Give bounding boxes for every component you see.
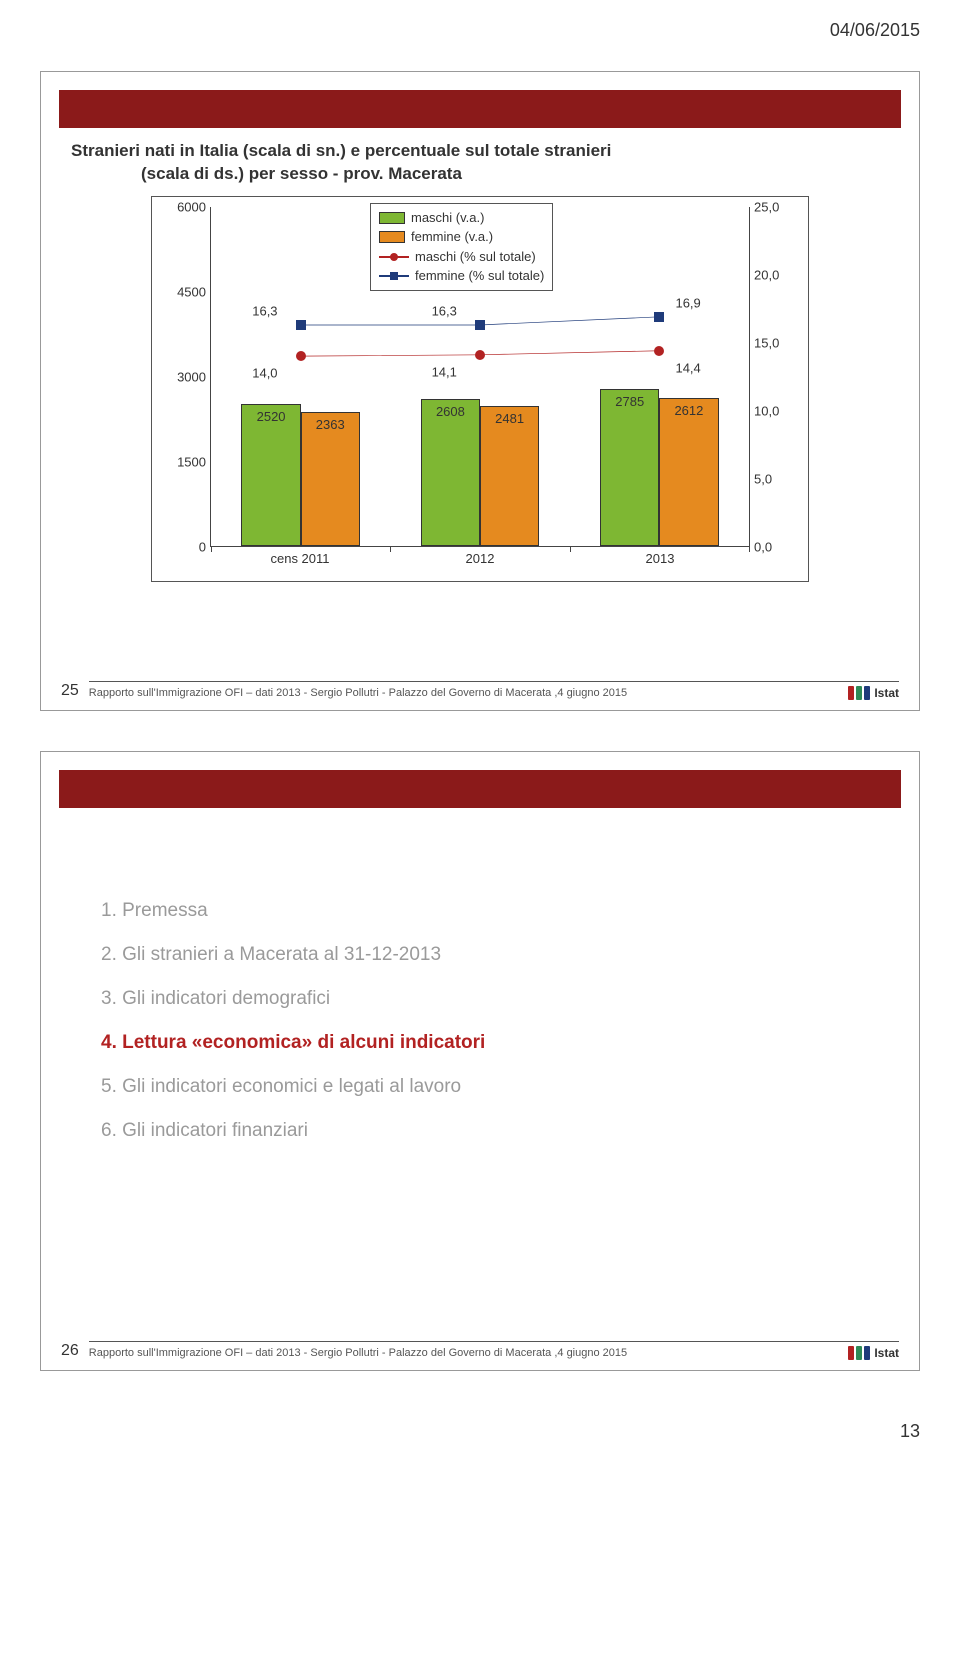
- chart-plot-area: 01500300045006000 0,05,010,015,020,025,0…: [210, 207, 750, 547]
- legend-femmine-pct: femmine (% sul totale): [379, 266, 544, 286]
- legend-label-femmine-pct: femmine (% sul totale): [415, 266, 544, 286]
- y-left-tick: 3000: [164, 369, 206, 384]
- slide-number: 25: [61, 682, 79, 700]
- y-axis-left: 01500300045006000: [164, 207, 206, 547]
- marker-label: 16,3: [252, 304, 277, 319]
- chart-container: 0 1500 3000 4500 6000 0,0 5,0 10,0 15,0 20,0 25,0…: [151, 196, 809, 582]
- slide-2: 1. Premessa 2. Gli stranieri a Macerata a…: [40, 751, 920, 1371]
- slide-banner: [59, 770, 901, 808]
- swatch-maschi-pct: [379, 251, 409, 263]
- y-right-tick: 10,0: [754, 403, 796, 418]
- slide-footer: 25 Rapporto sull'Immigrazione OFI – dati…: [61, 681, 899, 700]
- marker-label: 16,3: [432, 304, 457, 319]
- y-left-tick: 1500: [164, 454, 206, 469]
- page-date: 04/06/2015: [0, 0, 960, 51]
- slide-number: 26: [61, 1342, 79, 1360]
- marker-label: 14,0: [252, 366, 277, 381]
- swatch-maschi: [379, 212, 405, 224]
- slide-title: Stranieri nati in Italia (scala di sn.) …: [71, 140, 889, 186]
- page-number: 13: [0, 1411, 960, 1472]
- legend-maschi-pct: maschi (% sul totale): [379, 247, 544, 267]
- title-line1: Stranieri nati in Italia (scala di sn.) …: [71, 141, 611, 160]
- legend-label-maschi-pct: maschi (% sul totale): [415, 247, 536, 267]
- y-left-tick: 0: [164, 539, 206, 554]
- y-axis-right: 0,05,010,015,020,025,0: [754, 207, 796, 547]
- agenda-item: 3. Gli indicatori demografici: [101, 988, 859, 1010]
- y-left-tick: 6000: [164, 199, 206, 214]
- slide2-list: 1. Premessa 2. Gli stranieri a Macerata a…: [41, 808, 919, 1244]
- agenda-item: 6. Gli indicatori finanziari: [101, 1120, 859, 1142]
- agenda-item: 5. Gli indicatori economici e legati al …: [101, 1076, 859, 1098]
- marker-label: 16,9: [675, 296, 700, 311]
- slide-footer: 26 Rapporto sull'Immigrazione OFI – dati…: [61, 1341, 899, 1360]
- y-right-tick: 25,0: [754, 199, 796, 214]
- slide-banner: [59, 90, 901, 128]
- y-left-tick: 4500: [164, 284, 206, 299]
- x-label: cens 2011: [270, 551, 329, 566]
- istat-logo: Istat: [848, 686, 899, 700]
- chart-legend: maschi (v.a.) femmine (v.a.) maschi (% s…: [370, 203, 553, 291]
- slide-1: Stranieri nati in Italia (scala di sn.) …: [40, 71, 920, 711]
- istat-label: Istat: [874, 686, 899, 700]
- marker-maschi_pct: [475, 350, 485, 360]
- agenda-item: 1. Premessa: [101, 900, 859, 922]
- x-label: 2013: [646, 551, 675, 566]
- agenda-item: 4. Lettura «economica» di alcuni indicat…: [101, 1032, 859, 1054]
- swatch-femmine: [379, 231, 405, 243]
- marker-label: 14,4: [675, 360, 700, 375]
- x-label: 2012: [466, 551, 495, 566]
- marker-maschi_pct: [654, 346, 664, 356]
- agenda-item: 2. Gli stranieri a Macerata al 31-12-201…: [101, 944, 859, 966]
- legend-label-maschi: maschi (v.a.): [411, 208, 484, 228]
- istat-label: Istat: [874, 1346, 899, 1360]
- legend-maschi: maschi (v.a.): [379, 208, 544, 228]
- marker-label: 14,1: [432, 364, 457, 379]
- y-right-tick: 20,0: [754, 267, 796, 282]
- marker-femmine_pct: [475, 320, 485, 330]
- legend-label-femmine: femmine (v.a.): [411, 227, 493, 247]
- marker-femmine_pct: [296, 320, 306, 330]
- y-right-tick: 15,0: [754, 335, 796, 350]
- legend-femmine: femmine (v.a.): [379, 227, 544, 247]
- y-right-tick: 5,0: [754, 471, 796, 486]
- swatch-femmine-pct: [379, 270, 409, 282]
- footer-caption: Rapporto sull'Immigrazione OFI – dati 20…: [89, 687, 627, 699]
- istat-logo: Istat: [848, 1346, 899, 1360]
- y-right-tick: 0,0: [754, 539, 796, 554]
- footer-caption: Rapporto sull'Immigrazione OFI – dati 20…: [89, 1347, 627, 1359]
- marker-maschi_pct: [296, 351, 306, 361]
- x-axis-labels: cens 2011 2012 2013: [210, 547, 750, 569]
- title-line2: (scala di ds.) per sesso - prov. Macerat…: [141, 163, 462, 186]
- marker-femmine_pct: [654, 312, 664, 322]
